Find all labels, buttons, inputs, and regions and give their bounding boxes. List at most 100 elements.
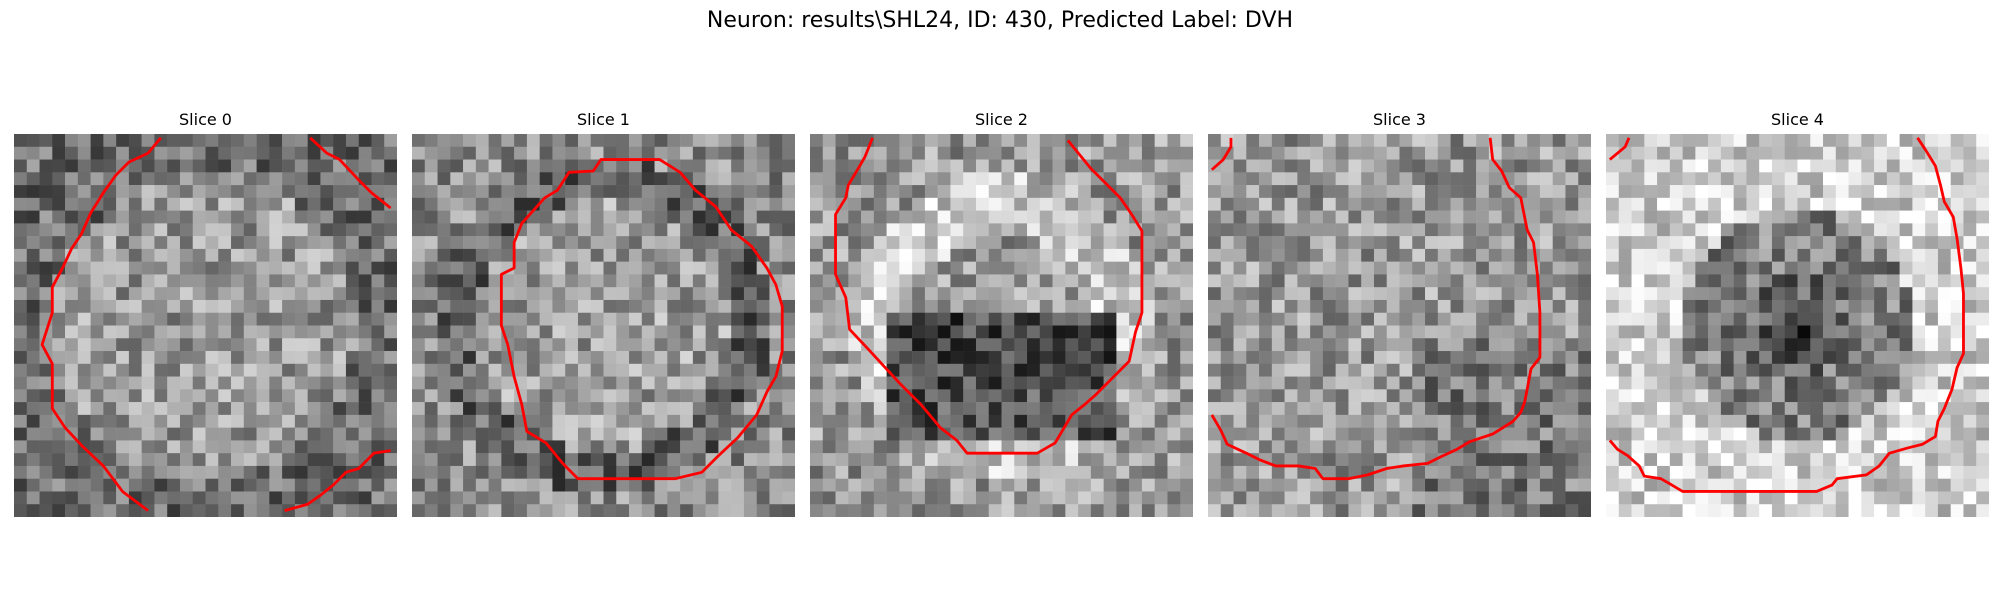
pixel — [1771, 261, 1785, 275]
pixel — [1297, 338, 1311, 352]
pixel — [1322, 159, 1336, 173]
pixel — [1335, 338, 1349, 352]
pixel — [1154, 402, 1168, 416]
pixel — [514, 261, 528, 275]
pixel — [810, 159, 824, 173]
pixel — [718, 389, 732, 403]
pixel — [1708, 185, 1722, 199]
pixel — [680, 363, 694, 377]
pixel — [1425, 491, 1439, 505]
pixel — [1271, 427, 1285, 441]
pixel — [1399, 312, 1413, 326]
pixel — [1284, 146, 1298, 160]
pixel — [1899, 363, 1913, 377]
pixel — [835, 210, 849, 224]
pixel — [320, 414, 334, 428]
pixel — [1925, 414, 1939, 428]
pixel — [1154, 440, 1168, 454]
pixel — [1784, 134, 1798, 148]
pixel — [1861, 440, 1875, 454]
pixel — [1284, 210, 1298, 224]
pixel — [692, 134, 706, 148]
pixel — [1963, 210, 1977, 224]
pixel — [1220, 248, 1234, 262]
pixel — [743, 185, 757, 199]
pixel — [424, 159, 438, 173]
pixel — [1501, 299, 1515, 313]
pixel — [1733, 478, 1747, 492]
pixel — [1246, 402, 1260, 416]
pixel — [1014, 427, 1028, 441]
pixel — [1514, 351, 1528, 365]
pixel — [1861, 185, 1875, 199]
pixel — [1027, 159, 1041, 173]
pixel — [1501, 159, 1515, 173]
pixel — [1539, 185, 1553, 199]
pixel — [282, 325, 296, 339]
pixel — [924, 274, 938, 288]
pixel — [1539, 478, 1553, 492]
pixel — [705, 312, 719, 326]
pixel — [294, 376, 308, 390]
pixel — [886, 299, 900, 313]
pixel — [103, 159, 117, 173]
pixel — [1335, 146, 1349, 160]
pixel — [450, 312, 464, 326]
pixel — [1310, 274, 1324, 288]
pixel — [128, 172, 142, 186]
pixel — [924, 159, 938, 173]
pixel — [692, 363, 706, 377]
pixel — [243, 351, 257, 365]
pixel — [1001, 146, 1015, 160]
pixel — [1950, 465, 1964, 479]
pixel — [1963, 351, 1977, 365]
pixel — [1861, 389, 1875, 403]
pixel — [1297, 287, 1311, 301]
pixel — [358, 478, 372, 492]
pixel — [782, 248, 795, 262]
pixel — [1682, 287, 1696, 301]
pixel — [14, 134, 28, 148]
pixel — [1065, 287, 1079, 301]
pixel — [205, 440, 219, 454]
pixel — [1552, 440, 1566, 454]
pixel — [1027, 440, 1041, 454]
pixel — [1039, 185, 1053, 199]
pixel — [167, 185, 181, 199]
pixel — [231, 248, 245, 262]
pixel — [667, 504, 681, 517]
pixel — [1386, 363, 1400, 377]
pixel — [1708, 427, 1722, 441]
pixel — [822, 299, 836, 313]
pixel — [116, 453, 130, 467]
pixel — [1899, 197, 1913, 211]
slice-title: Slice 1 — [577, 110, 630, 129]
slice-image — [1208, 134, 1591, 517]
pixel — [103, 453, 117, 467]
pixel — [924, 338, 938, 352]
pixel — [1578, 236, 1591, 250]
pixel — [1539, 338, 1553, 352]
pixel — [1861, 134, 1875, 148]
pixel — [1412, 172, 1426, 186]
pixel — [1669, 325, 1683, 339]
pixel — [1039, 236, 1053, 250]
pixel — [1565, 389, 1579, 403]
pixel — [14, 478, 28, 492]
pixel — [886, 440, 900, 454]
pixel — [577, 223, 591, 237]
pixel — [14, 223, 28, 237]
pixel — [1682, 478, 1696, 492]
pixel — [1759, 376, 1773, 390]
pixel — [822, 134, 836, 148]
pixel — [424, 299, 438, 313]
pixel — [629, 134, 643, 148]
pixel — [1925, 338, 1939, 352]
pixel — [345, 376, 359, 390]
pixel — [1335, 453, 1349, 467]
pixel — [1310, 376, 1324, 390]
pixel — [705, 465, 719, 479]
pixel — [886, 185, 900, 199]
pixel — [1399, 414, 1413, 428]
pixel — [769, 491, 783, 505]
